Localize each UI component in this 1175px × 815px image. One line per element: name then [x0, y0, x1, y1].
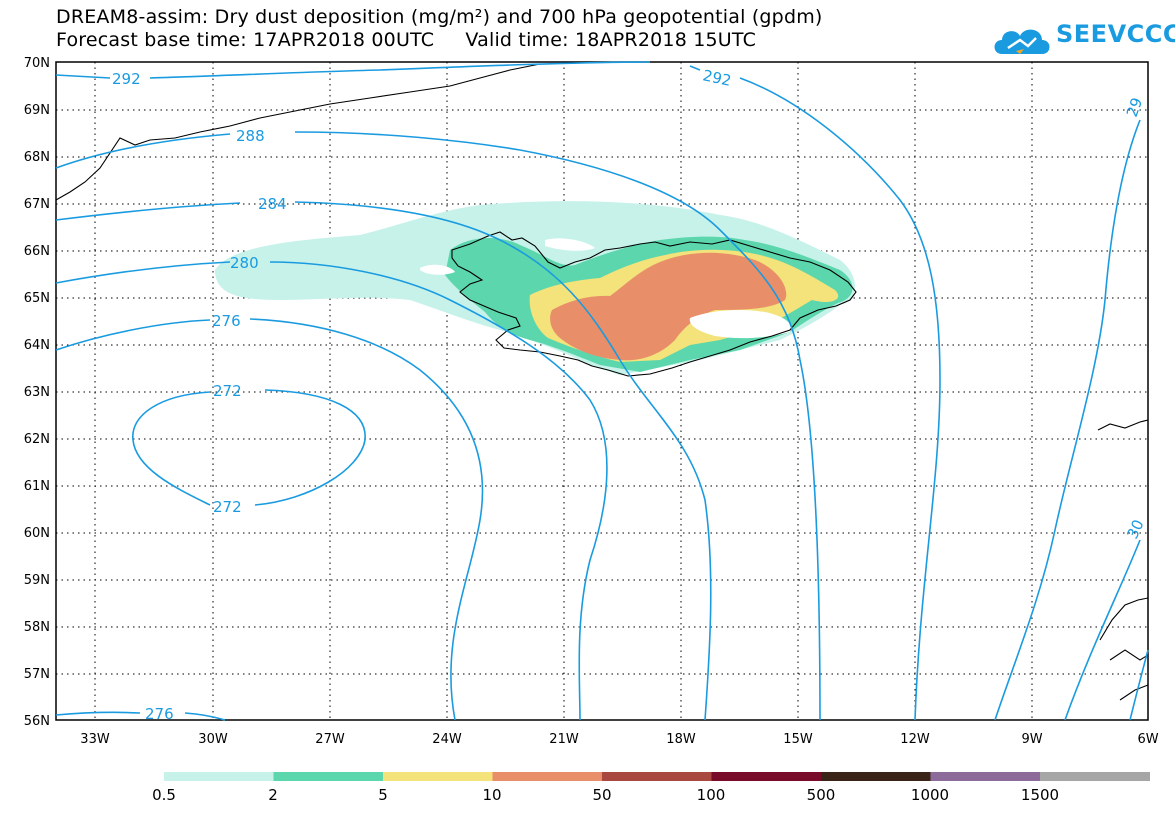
contour-29x-right	[994, 119, 1141, 721]
lat-tick-label: 64N	[24, 338, 50, 353]
lat-tick-label: 61N	[24, 479, 50, 494]
contour-label: 292	[701, 66, 733, 90]
legend-label: 500	[807, 786, 836, 804]
iceland-coast	[451, 231, 857, 377]
contour-280	[55, 261, 608, 721]
lat-tick-label: 65N	[24, 291, 50, 306]
legend-swatch	[383, 772, 493, 781]
legend-swatch	[164, 772, 274, 781]
lat-tick-label: 59N	[24, 573, 50, 588]
legend-swatch	[711, 772, 822, 781]
map-title: DREAM8-assim: Dry dust deposition (mg/m²…	[56, 6, 823, 28]
lon-tick-label: 18W	[666, 732, 696, 747]
legend-swatch	[492, 772, 603, 781]
logo-text: SEEVCCC	[1056, 20, 1175, 48]
lat-tick-label: 62N	[24, 432, 50, 447]
lat-tick-label: 58N	[24, 620, 50, 635]
contour-label-group: 292 292 288 284 280 276 272 272 276 29 3…	[112, 66, 1148, 723]
dust-shading	[215, 201, 855, 375]
legend-swatch	[1040, 772, 1150, 781]
contour-284	[55, 201, 712, 721]
contour-label: 284	[258, 195, 287, 213]
lat-tick-label: 57N	[24, 667, 50, 682]
contour-label: 292	[112, 70, 141, 88]
map-subtitle: Forecast base time: 17APR2018 00UTC Vali…	[56, 29, 757, 51]
longitude-axis: 33W 30W 27W 24W 21W 18W 15W 12W 9W 6W	[80, 732, 1158, 747]
contour-276-bottom	[55, 711, 226, 721]
no-dust-patch-north	[545, 238, 595, 251]
legend-label: 100	[697, 786, 726, 804]
contour-276	[55, 318, 484, 721]
legend-swatch	[821, 772, 931, 781]
lon-tick-label: 21W	[549, 732, 579, 747]
contour-292-right	[689, 65, 941, 721]
latitude-axis: 70N 69N 68N 67N 66N 65N 64N 63N 62N 61N …	[24, 56, 50, 729]
lon-tick-label: 27W	[315, 732, 345, 747]
lon-tick-label: 6W	[1137, 732, 1158, 747]
legend-label: 0.5	[152, 786, 176, 804]
lon-tick-label: 12W	[900, 732, 930, 747]
norway-coast-south	[1099, 597, 1149, 701]
contour-label: 280	[230, 254, 259, 272]
contour-label: 276	[145, 705, 174, 723]
legend-swatches	[164, 772, 1150, 781]
contour-label: 276	[212, 312, 241, 330]
contour-label: 272	[213, 498, 242, 516]
contour-label: 272	[213, 382, 242, 400]
lat-tick-label: 68N	[24, 150, 50, 165]
legend-label: 50	[592, 786, 611, 804]
coastlines	[55, 63, 1149, 701]
contour-30x-right	[1064, 539, 1141, 721]
dust-area-orange	[550, 252, 787, 361]
legend-swatch	[273, 772, 384, 781]
contour-272	[132, 389, 366, 506]
lon-tick-label: 30W	[198, 732, 228, 747]
contour-label: 29	[1123, 95, 1146, 119]
greenland-coast	[55, 63, 541, 201]
lon-tick-label: 15W	[783, 732, 813, 747]
lat-tick-label: 60N	[24, 526, 50, 541]
contour-far-right	[1129, 649, 1149, 721]
colour-legend: 0.5 2 5 10 50 100 500 1000 1500	[152, 772, 1150, 804]
legend-label: 1500	[1021, 786, 1059, 804]
norway-coast-north	[1097, 419, 1149, 431]
lon-tick-label: 33W	[80, 732, 110, 747]
contour-292	[55, 61, 651, 79]
legend-swatch	[930, 772, 1041, 781]
legend-label: 5	[378, 786, 388, 804]
lat-tick-label: 66N	[24, 244, 50, 259]
no-dust-patch-west	[420, 264, 455, 275]
contour-288	[55, 131, 821, 721]
legend-label: 1000	[911, 786, 949, 804]
lat-tick-label: 67N	[24, 197, 50, 212]
cloud-logo-icon	[994, 29, 1050, 54]
lat-tick-label: 63N	[24, 385, 50, 400]
legend-labels: 0.5 2 5 10 50 100 500 1000 1500	[152, 786, 1059, 804]
contour-label: 30	[1123, 517, 1147, 542]
lat-tick-label: 69N	[24, 103, 50, 118]
legend-swatch	[602, 772, 712, 781]
lat-tick-label: 70N	[24, 56, 50, 71]
no-dust-patch	[689, 310, 792, 339]
contour-label: 288	[236, 127, 265, 145]
legend-label: 2	[268, 786, 278, 804]
geopotential-contours	[55, 61, 1149, 721]
legend-label: 10	[482, 786, 501, 804]
lon-tick-label: 24W	[432, 732, 462, 747]
lat-tick-label: 56N	[24, 714, 50, 729]
lon-tick-label: 9W	[1021, 732, 1042, 747]
